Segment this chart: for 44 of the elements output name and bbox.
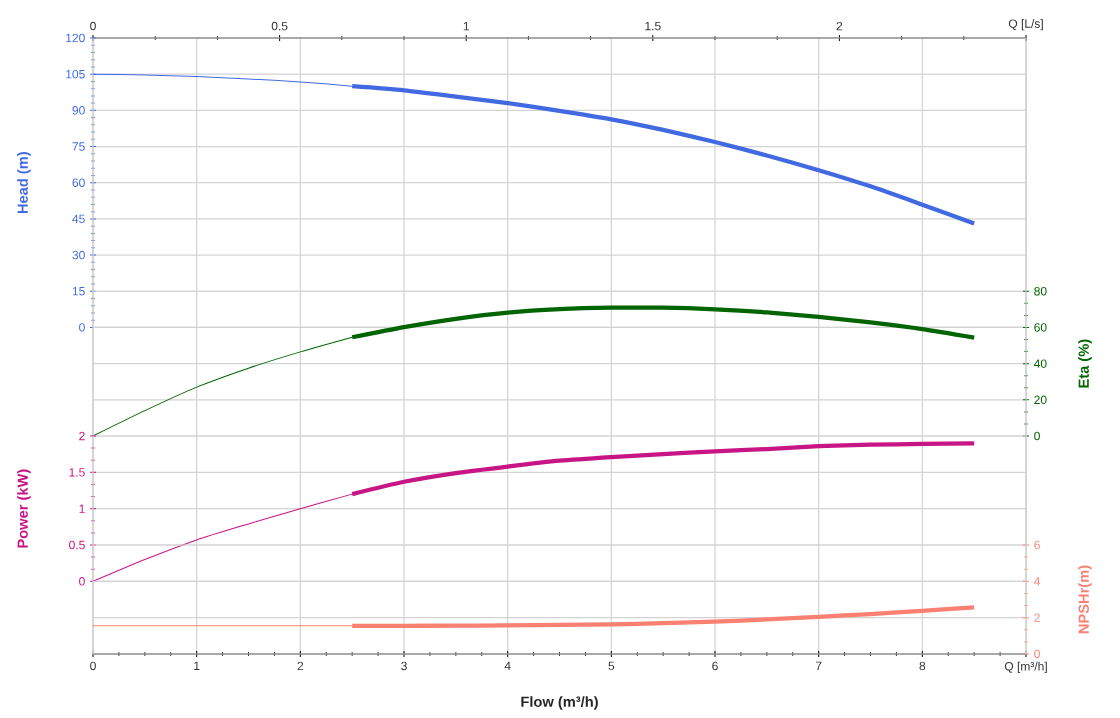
x-tick-label: Q [m³/h] (1004, 661, 1047, 673)
x-tick-label: 0 (90, 661, 96, 671)
y-tick-label: 120 (66, 33, 85, 43)
y2-axis-title: Eta (%) (1078, 339, 1092, 388)
x2-tick-label: 0 (90, 21, 96, 31)
y2-tick-label: 4 (1033, 577, 1041, 586)
y-tick-label: 0 (79, 323, 85, 332)
y-tick-label: 1 (79, 504, 85, 513)
x-tick-label: 3 (401, 661, 407, 671)
y2-tick-label: 6 (1034, 540, 1040, 550)
y-tick-label: 1.5 (69, 468, 85, 477)
y-tick-label: 60 (72, 178, 85, 187)
x2-tick-label: 0.5 (271, 21, 288, 31)
x2-tick-label: 1.5 (645, 21, 661, 31)
y-tick-label: 90 (72, 106, 85, 115)
x-axis-title: Flow (m³/h) (521, 696, 598, 710)
x-tick-label: 2 (297, 661, 304, 671)
y2-tick-label: 60 (1034, 323, 1047, 332)
x-tick-label: 8 (919, 661, 926, 671)
y2-tick-label: 0 (1034, 431, 1040, 441)
y-tick-label: 75 (72, 142, 85, 151)
y-tick-label: 15 (72, 287, 85, 296)
x-tick-label: 4 (504, 661, 511, 670)
y-axis-title: Head (m) (17, 152, 31, 214)
x-tick-label: 1 (194, 661, 200, 670)
y-tick-label: 30 (72, 250, 85, 260)
x-tick-label: 5 (608, 661, 615, 671)
y2-tick-label: 20 (1034, 395, 1047, 405)
y2-tick-label: 0 (1034, 649, 1040, 659)
y-tick-label: 0.5 (69, 540, 85, 550)
y2-axis-title: NPSHr(m) (1078, 565, 1092, 634)
y2-tick-label: 40 (1033, 359, 1047, 368)
y-axis-title: Power (kW) (17, 469, 31, 548)
x2-tick-label: Q [L/s] (1008, 19, 1043, 31)
y-tick-label: 105 (66, 69, 85, 79)
x2-tick-label: 1 (463, 22, 469, 31)
x-tick-label: 6 (712, 661, 718, 671)
x-tick-label: 7 (815, 661, 822, 670)
y2-tick-label: 2 (1034, 613, 1040, 622)
x2-tick-label: 2 (836, 21, 843, 31)
y-tick-label: 0 (79, 577, 85, 586)
y-tick-label: 45 (72, 214, 85, 224)
y2-tick-label: 80 (1034, 287, 1047, 296)
y-tick-label: 2 (79, 431, 85, 441)
